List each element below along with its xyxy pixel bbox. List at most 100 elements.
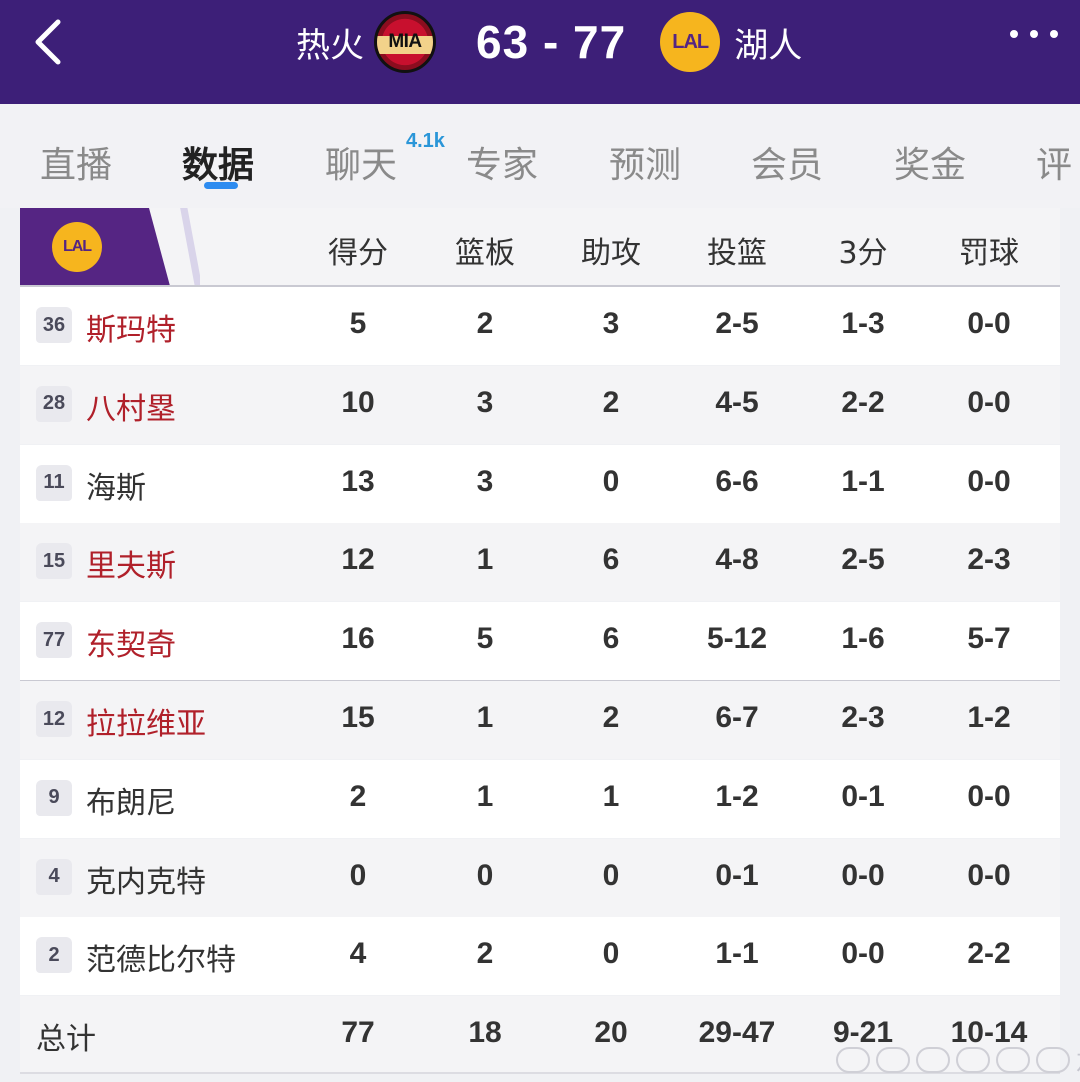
more-options-button[interactable]	[1010, 30, 1058, 38]
lakers-logo-small: LAL	[52, 222, 102, 272]
col-header-assists: 助攻	[581, 236, 641, 271]
stat-rebounds: 0	[476, 858, 494, 892]
stat-rebounds: 1	[476, 701, 494, 734]
jersey-number-badge: 4	[36, 858, 72, 895]
col-header-points: 得分	[328, 236, 388, 271]
stat-rebounds: 3	[476, 464, 494, 498]
stat-assists: 1	[602, 779, 620, 813]
stat-ft: 0-0	[967, 464, 1011, 498]
chevron-left-icon	[35, 19, 61, 65]
jersey-number-badge: 36	[36, 307, 72, 343]
player-name[interactable]: 范德比尔特	[86, 943, 236, 979]
stat-fg: 4-5	[715, 385, 759, 419]
stat-points: 4	[349, 937, 367, 971]
player-name[interactable]: 克内克特	[86, 864, 206, 900]
tab-chat[interactable]: 聊天	[325, 145, 398, 186]
jersey-number-badge: 11	[36, 464, 72, 501]
stat-3pt: 1-3	[841, 307, 885, 340]
player-row[interactable]: 36 斯玛特 5 2 3 2-5 1-3 0-0	[20, 287, 1060, 365]
player-name[interactable]: 八村塁	[86, 391, 176, 427]
more-dots-icon	[1010, 30, 1018, 38]
stat-3pt: 0-0	[841, 937, 885, 971]
player-row[interactable]: 11 海斯 13 3 0 6-6 1-1 0-0	[20, 444, 1060, 523]
stat-points: 10	[341, 385, 375, 419]
stat-fg: 6-6	[715, 464, 759, 498]
lakers-logo: LAL	[660, 12, 721, 72]
matchup: 热火 MIA 63 - 77 LAL 湖人	[296, 0, 802, 84]
player-name[interactable]: 拉拉维亚	[86, 707, 206, 742]
table-bottom-divider	[20, 1072, 1060, 1075]
stat-ft: 0-0	[967, 779, 1011, 813]
game-header: 热火 MIA 63 - 77 LAL 湖人	[0, 0, 1080, 104]
away-team-name: 湖人	[734, 25, 803, 66]
stat-3pt: 0-0	[841, 858, 885, 892]
team-tab-lakers[interactable]: LAL	[20, 208, 200, 286]
chat-count-badge: 4.1k	[406, 130, 445, 152]
stat-ft: 2-2	[967, 937, 1011, 971]
stat-points: 13	[341, 464, 375, 498]
stat-fg: 1-1	[715, 937, 759, 971]
stat-fg: 4-8	[715, 543, 759, 577]
stat-ft: 1-2	[967, 701, 1011, 734]
tab-bar	[0, 104, 1080, 208]
player-name[interactable]: 布朗尼	[86, 785, 176, 821]
stat-points: 12	[341, 543, 375, 577]
stat-ft: 0-0	[967, 385, 1011, 419]
tab-prizes[interactable]: 奖金	[894, 145, 967, 186]
stat-assists: 0	[602, 858, 620, 892]
player-row[interactable]: 28 八村塁 10 3 2 4-5 2-2 0-0	[20, 365, 1060, 444]
stat-rebounds: 2	[476, 307, 494, 340]
player-row[interactable]: 9 布朗尼 2 1 1 1-2 0-1 0-0	[20, 759, 1060, 838]
total-label: 总计	[36, 1022, 96, 1058]
stat-assists: 6	[602, 543, 620, 577]
stat-assists: 0	[602, 937, 620, 971]
player-row[interactable]: 4 克内克特 0 0 0 0-1 0-0 0-0	[20, 838, 1060, 917]
player-row[interactable]: 12 拉拉维亚 15 1 2 6-7 2-3 1-2	[20, 681, 1060, 759]
stat-assists: 3	[602, 307, 620, 340]
player-name[interactable]: 东契奇	[86, 628, 176, 664]
stat-3pt: 0-1	[841, 779, 885, 813]
total-assists: 20	[594, 1016, 628, 1050]
stat-3pt: 2-2	[841, 385, 885, 419]
total-ft: 10-14	[950, 1016, 1028, 1050]
stat-points: 5	[349, 307, 367, 340]
jersey-number-badge: 15	[36, 543, 72, 580]
total-points: 77	[341, 1016, 375, 1050]
player-name[interactable]: 海斯	[86, 470, 146, 506]
stat-fg: 0-1	[715, 858, 759, 892]
player-name[interactable]: 斯玛特	[86, 313, 176, 348]
tab-reviews[interactable]: 评	[1036, 145, 1073, 186]
lakers-logo-text: LAL	[672, 30, 709, 53]
tab-live[interactable]: 直播	[40, 145, 113, 186]
tab-members[interactable]: 会员	[751, 145, 824, 186]
stat-fg: 6-7	[715, 701, 759, 734]
stat-points: 0	[349, 858, 367, 892]
jersey-number-badge: 2	[36, 937, 72, 974]
player-row[interactable]: 2 范德比尔特 4 2 0 1-1 0-0 2-2	[20, 917, 1060, 996]
stat-rebounds: 1	[476, 543, 494, 577]
player-row[interactable]: 15 里夫斯 12 1 6 4-8 2-5 2-3	[20, 523, 1060, 602]
tab-experts[interactable]: 专家	[466, 145, 539, 186]
tab-predictions[interactable]: 预测	[609, 145, 682, 186]
stat-points: 16	[341, 622, 375, 656]
stat-3pt: 1-1	[841, 464, 885, 498]
player-row[interactable]: 77 东契奇 16 5 6 5-12 1-6 5-7	[20, 602, 1060, 681]
col-header-rebounds: 篮板	[455, 236, 515, 271]
stat-points: 2	[349, 779, 367, 813]
stat-fg: 1-2	[715, 779, 759, 813]
stat-assists: 6	[602, 622, 620, 656]
tab-stats[interactable]: 数据	[182, 145, 255, 186]
stat-ft: 0-0	[967, 307, 1011, 340]
back-button[interactable]	[26, 18, 76, 68]
jersey-number-badge: 12	[36, 701, 72, 737]
stat-ft: 5-7	[967, 622, 1011, 656]
heat-logo-text: MIA	[388, 31, 422, 52]
home-team-name: 热火	[296, 25, 364, 66]
stat-3pt: 2-5	[841, 543, 885, 577]
heat-logo: MIA	[374, 11, 436, 73]
jersey-number-badge: 77	[36, 622, 72, 659]
player-name[interactable]: 里夫斯	[86, 549, 176, 585]
col-header-fg: 投篮	[707, 236, 767, 271]
total-rebounds: 18	[468, 1016, 502, 1050]
stat-3pt: 1-6	[841, 622, 885, 656]
